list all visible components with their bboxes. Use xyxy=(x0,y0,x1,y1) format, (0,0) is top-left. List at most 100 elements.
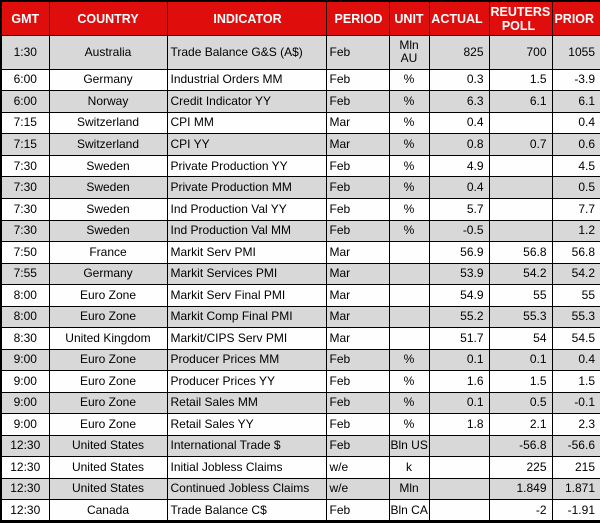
cell-prior: 1.5 xyxy=(551,370,600,393)
cell-country: United States xyxy=(48,477,168,501)
cell-country: France xyxy=(48,241,168,264)
cell-indicator: Private Production MM xyxy=(166,176,327,200)
table-row: 7:15 Switzerland CPI YY Mar% 0.8 0.7 0.6 xyxy=(0,133,600,156)
cell-gmt: 7:30 xyxy=(0,176,50,200)
table-row: 8:00 Euro Zone Markit Comp Final PMI Mar 55.… xyxy=(0,305,600,329)
cell-country: Sweden xyxy=(48,198,168,221)
cell-country: United States xyxy=(48,434,168,458)
cell-unit: % xyxy=(388,133,430,156)
cell-actual: 5.7 xyxy=(428,198,490,221)
cell-period: Feb xyxy=(325,391,390,415)
cell-prior: -1.91 xyxy=(551,499,600,522)
cell-gmt: 9:00 xyxy=(0,391,50,415)
table-row: 6:00 Germany Industrial Orders MM Feb% 0.3 1.… xyxy=(0,68,600,92)
header-reuters-poll: REUTERS POLL xyxy=(488,0,553,36)
cell-gmt: 8:00 xyxy=(0,284,50,307)
cell-prior: 56.8 xyxy=(551,241,600,264)
cell-country: Sweden xyxy=(48,154,168,178)
cell-gmt: 7:30 xyxy=(0,154,50,178)
cell-country: Australia xyxy=(48,35,168,70)
table-row: 12:30 Canada Trade Balance C$ Feb Bln CA -2 -1… xyxy=(0,499,600,522)
cell-period: w/e xyxy=(325,456,390,479)
table-row: 6:00 Norway Credit Indicator YY Feb% 6.3 6.1 6… xyxy=(0,90,600,113)
table-row: 7:30 Sweden Private Production MM Feb% 0.4 0.… xyxy=(0,176,600,200)
cell-actual xyxy=(428,434,490,458)
cell-period: Feb xyxy=(325,154,390,178)
cell-unit xyxy=(388,241,430,264)
cell-poll: -2 xyxy=(488,499,553,522)
cell-actual: 0.1 xyxy=(428,348,490,372)
cell-poll: 56.8 xyxy=(488,241,553,264)
cell-country: Canada xyxy=(48,499,168,522)
cell-indicator: Continued Jobless Claims xyxy=(166,477,327,501)
cell-period: Mar xyxy=(325,133,390,156)
cell-actual: 0.8 xyxy=(428,133,490,156)
cell-indicator: Initial Jobless Claims xyxy=(166,456,327,479)
cell-prior: -0.1 xyxy=(551,391,600,415)
cell-indicator: Producer Prices MM xyxy=(166,348,327,372)
cell-unit: % xyxy=(388,154,430,178)
table-row: 9:00 Euro Zone Retail Sales MM Feb% 0.1 0.5 -0… xyxy=(0,391,600,415)
table-body: 1:30 Australia Trade Balance G&S (A$) Feb Ml… xyxy=(0,35,600,522)
cell-unit: Bln CA xyxy=(388,499,430,522)
cell-indicator: Trade Balance G&S (A$) xyxy=(166,35,327,70)
header-period: PERIOD xyxy=(325,0,390,36)
cell-period: Feb xyxy=(325,35,390,70)
cell-unit xyxy=(388,305,430,329)
cell-prior: 55.3 xyxy=(551,305,600,329)
cell-country: Norway xyxy=(48,90,168,113)
cell-unit xyxy=(388,262,430,286)
cell-prior: 1.871 xyxy=(551,477,600,501)
cell-prior: -3.9 xyxy=(551,68,600,92)
cell-prior: 1055 xyxy=(551,35,600,70)
cell-unit xyxy=(388,284,430,307)
cell-gmt: 8:00 xyxy=(0,305,50,329)
table-row: 7:30 Sweden Private Production YY Feb% 4.9 4.… xyxy=(0,154,600,178)
cell-poll: 0.1 xyxy=(488,348,553,372)
header-actual: ACTUAL xyxy=(428,0,490,36)
cell-actual xyxy=(428,456,490,479)
cell-prior: 2.3 xyxy=(551,413,600,436)
cell-indicator: CPI YY xyxy=(166,133,327,156)
cell-indicator: Credit Indicator YY xyxy=(166,90,327,113)
cell-actual: 1.8 xyxy=(428,413,490,436)
table-row: 12:30 United States Initial Jobless Claims… xyxy=(0,456,600,479)
header-gmt: GMT xyxy=(0,0,50,36)
cell-country: Germany xyxy=(48,262,168,286)
table-row: 8:30 United Kingdom Markit/CIPS Serv PMI Ma… xyxy=(0,327,600,350)
cell-poll: 1.5 xyxy=(488,68,553,92)
cell-prior: 6.1 xyxy=(551,90,600,113)
cell-country: United States xyxy=(48,456,168,479)
cell-period: Feb xyxy=(325,219,390,243)
table-row: 9:00 Euro Zone Retail Sales YY Feb% 1.8 2.1 2.… xyxy=(0,413,600,436)
cell-country: Euro Zone xyxy=(48,284,168,307)
table-row: 7:30 Sweden Ind Production Val MM Feb% -0.5 1… xyxy=(0,219,600,243)
table-row: 12:30 United States International Trade $ F… xyxy=(0,434,600,458)
cell-indicator: Retail Sales YY xyxy=(166,413,327,436)
cell-period: Feb xyxy=(325,434,390,458)
cell-unit xyxy=(388,327,430,350)
cell-gmt: 6:00 xyxy=(0,90,50,113)
cell-country: Euro Zone xyxy=(48,370,168,393)
cell-gmt: 12:30 xyxy=(0,477,50,501)
cell-country: United Kingdom xyxy=(48,327,168,350)
cell-poll: 1.5 xyxy=(488,370,553,393)
cell-period: Mar xyxy=(325,305,390,329)
cell-period: Mar xyxy=(325,327,390,350)
cell-poll: 55.3 xyxy=(488,305,553,329)
cell-gmt: 7:50 xyxy=(0,241,50,264)
cell-poll: 54 xyxy=(488,327,553,350)
cell-actual: 0.4 xyxy=(428,111,490,135)
cell-gmt: 8:30 xyxy=(0,327,50,350)
table-row: 9:00 Euro Zone Producer Prices MM Feb% 0.1 0.… xyxy=(0,348,600,372)
cell-actual: 0.4 xyxy=(428,176,490,200)
cell-indicator: Retail Sales MM xyxy=(166,391,327,415)
cell-indicator: Private Production YY xyxy=(166,154,327,178)
cell-actual: 0.1 xyxy=(428,391,490,415)
cell-unit: % xyxy=(388,413,430,436)
cell-prior: 1.2 xyxy=(551,219,600,243)
cell-period: Feb xyxy=(325,198,390,221)
cell-indicator: Trade Balance C$ xyxy=(166,499,327,522)
cell-prior: 7.7 xyxy=(551,198,600,221)
cell-country: Switzerland xyxy=(48,133,168,156)
